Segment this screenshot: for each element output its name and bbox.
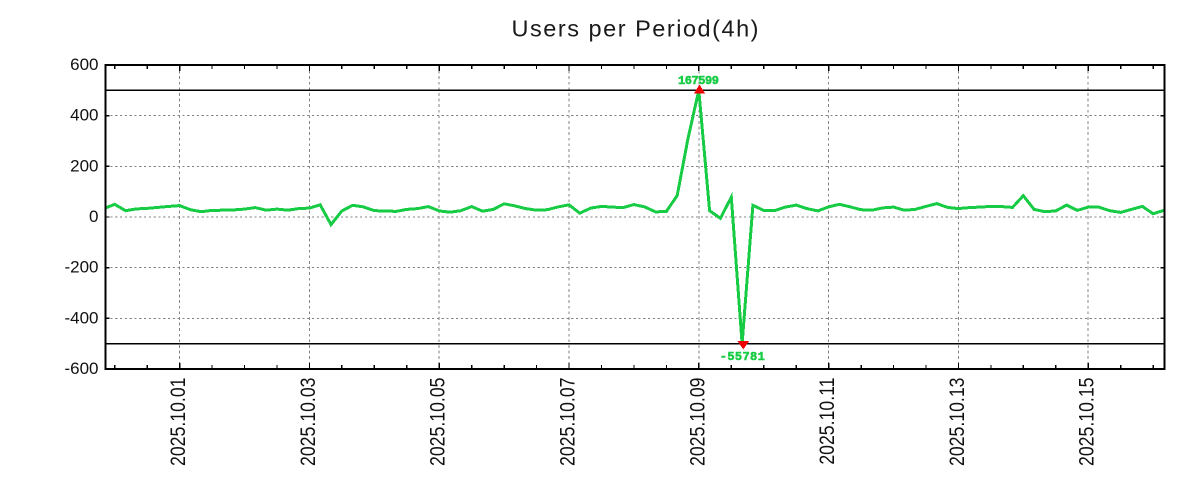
- svg-text:600: 600: [70, 55, 98, 74]
- svg-text:2025.10.03: 2025.10.03: [296, 377, 320, 466]
- svg-text:2025.10.09: 2025.10.09: [686, 377, 710, 466]
- svg-text:200: 200: [70, 156, 98, 175]
- svg-text:2025.10.13: 2025.10.13: [945, 377, 969, 466]
- svg-text:167599: 167599: [678, 74, 719, 88]
- svg-text:2025.10.11: 2025.10.11: [816, 378, 840, 465]
- svg-text:2025.10.05: 2025.10.05: [426, 377, 450, 466]
- svg-text:-400: -400: [64, 308, 98, 327]
- svg-text:2025.10.01: 2025.10.01: [167, 378, 191, 466]
- svg-text:400: 400: [70, 106, 98, 125]
- svg-text:-600: -600: [64, 359, 98, 378]
- svg-text:-55781: -55781: [720, 350, 765, 364]
- svg-text:-200: -200: [64, 258, 98, 277]
- svg-text:2025.10.07: 2025.10.07: [556, 378, 580, 466]
- svg-text:0: 0: [89, 207, 98, 226]
- svg-text:Users per Period(4h): Users per Period(4h): [512, 16, 759, 42]
- svg-text:2025.10.15: 2025.10.15: [1075, 377, 1099, 466]
